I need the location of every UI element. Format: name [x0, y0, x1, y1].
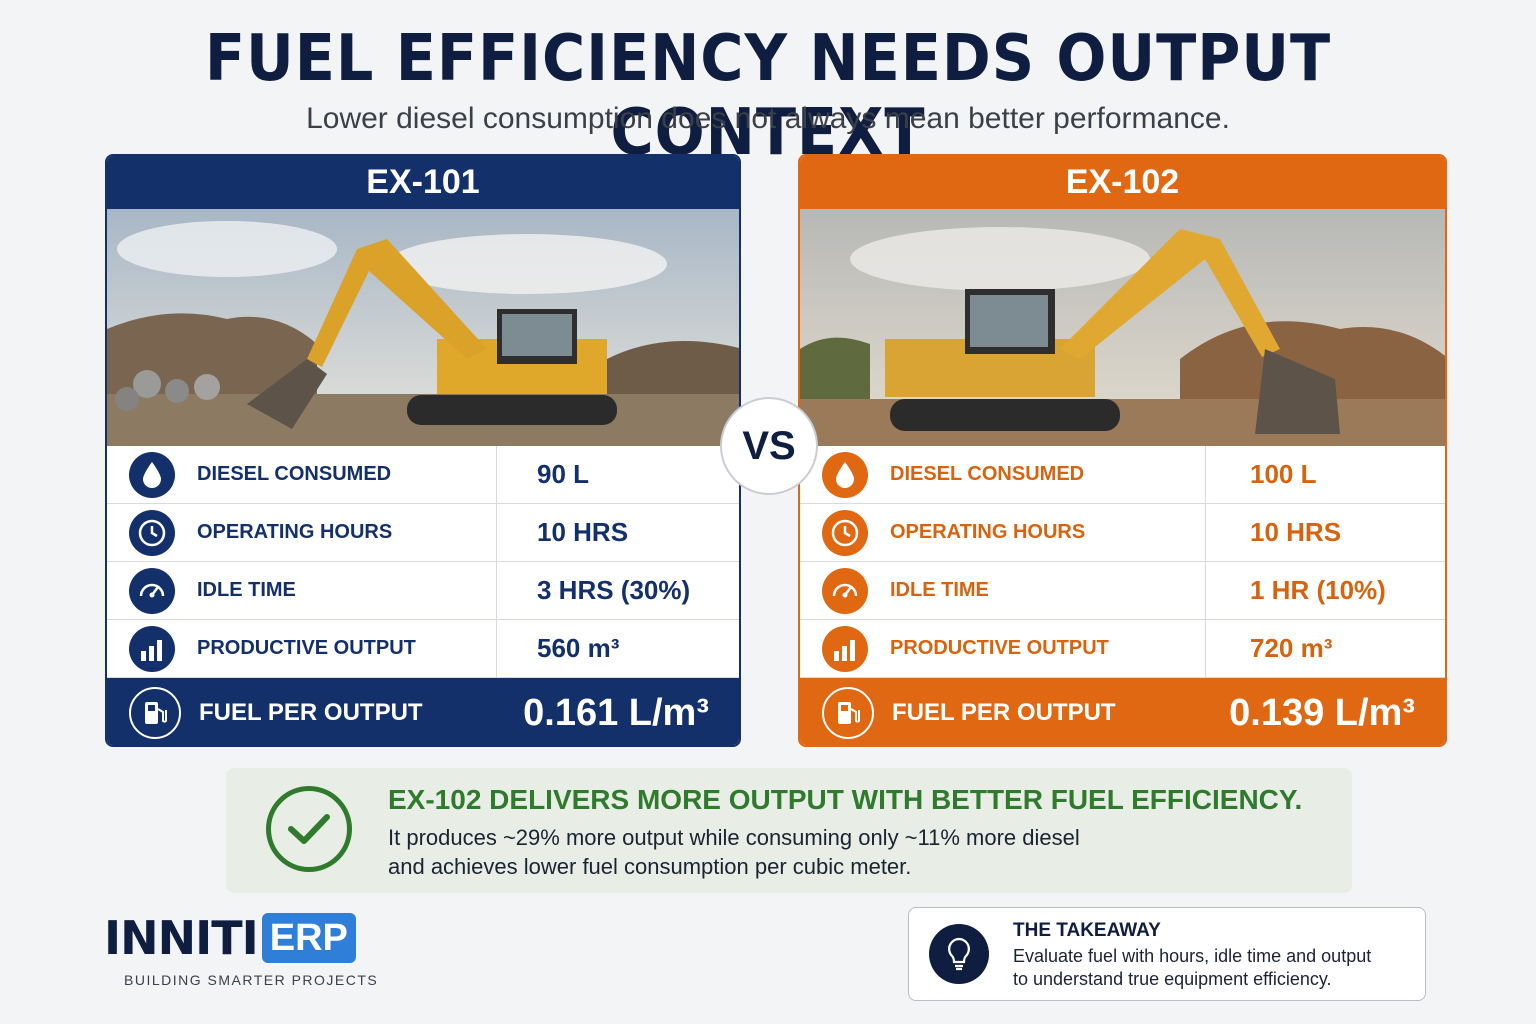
machine-card-ex101: EX-101 — [105, 154, 741, 747]
metric-value: 1 HR (10%) — [1250, 575, 1386, 605]
metric-value: 720 m³ — [1250, 633, 1333, 663]
metric-label: IDLE TIME — [197, 579, 296, 601]
metric-row-diesel: DIESEL CONSUMED 100 L — [800, 446, 1445, 504]
metric-row-output: PRODUCTIVE OUTPUT 720 m³ — [800, 620, 1445, 678]
logo-erp: ERP — [261, 913, 356, 963]
clock-icon — [129, 509, 175, 556]
fuel-per-output-bar: FUEL PER OUTPUT 0.139 L/m³ — [800, 678, 1445, 745]
takeaway-line-2: to understand true equipment efficiency. — [1013, 969, 1332, 989]
verdict-line-2: and achieves lower fuel consumption per … — [388, 854, 912, 879]
fuel-pump-icon — [129, 687, 181, 739]
metric-label: DIESEL CONSUMED — [197, 463, 392, 485]
clock-icon — [822, 509, 868, 556]
company-logo: INNITI ERP BUILDING SMARTER PROJECTS — [104, 912, 378, 988]
metric-row-hours: OPERATING HOURS 10 HRS — [107, 504, 739, 562]
footer-label: FUEL PER OUTPUT — [892, 699, 1116, 726]
check-icon — [266, 786, 352, 872]
verdict-line-1: It produces ~29% more output while consu… — [388, 825, 1080, 850]
metric-row-output: PRODUCTIVE OUTPUT 560 m³ — [107, 620, 739, 678]
bar-chart-icon — [822, 625, 868, 672]
takeaway-heading: THE TAKEAWAY — [1013, 920, 1161, 941]
bar-chart-icon — [129, 625, 175, 672]
drop-icon — [822, 451, 868, 498]
metric-row-diesel: DIESEL CONSUMED 90 L — [107, 446, 739, 504]
gauge-icon — [822, 567, 868, 614]
metric-label: PRODUCTIVE OUTPUT — [890, 637, 1109, 659]
metric-row-hours: OPERATING HOURS 10 HRS — [800, 504, 1445, 562]
metric-label: OPERATING HOURS — [890, 521, 1086, 543]
logo-tagline: BUILDING SMARTER PROJECTS — [124, 972, 379, 988]
excavator-photo — [800, 209, 1445, 446]
metric-value: 100 L — [1250, 459, 1317, 489]
metric-row-idle: IDLE TIME 3 HRS (30%) — [107, 562, 739, 620]
metric-value: 10 HRS — [537, 517, 629, 547]
metric-label: IDLE TIME — [890, 579, 989, 601]
metric-value: 560 m³ — [537, 633, 620, 663]
metric-label: DIESEL CONSUMED — [890, 463, 1085, 485]
footer-label: FUEL PER OUTPUT — [199, 699, 423, 726]
metric-row-idle: IDLE TIME 1 HR (10%) — [800, 562, 1445, 620]
metric-value: 10 HRS — [1250, 517, 1342, 547]
fuel-pump-icon — [822, 687, 874, 739]
vs-badge: VS — [720, 397, 818, 495]
footer-value: 0.161 L/m³ — [523, 691, 709, 734]
excavator-photo — [107, 209, 739, 446]
metric-value: 90 L — [537, 459, 590, 489]
fuel-per-output-bar: FUEL PER OUTPUT 0.161 L/m³ — [107, 678, 739, 745]
takeaway-box: THE TAKEAWAY Evaluate fuel with hours, i… — [908, 907, 1426, 1001]
lightbulb-icon — [929, 924, 989, 984]
drop-icon — [129, 451, 175, 498]
metric-label: OPERATING HOURS — [197, 521, 393, 543]
page-subtitle: Lower diesel consumption does not always… — [306, 102, 1230, 135]
footer-value: 0.139 L/m³ — [1229, 691, 1415, 734]
gauge-icon — [129, 567, 175, 614]
takeaway-line-1: Evaluate fuel with hours, idle time and … — [1013, 946, 1372, 966]
page-title: FUEL EFFICIENCY NEEDS OUTPUT CONTEXT — [204, 22, 1332, 170]
machine-name: EX-102 — [800, 156, 1445, 209]
verdict-headline: EX-102 DELIVERS MORE OUTPUT WITH BETTER … — [388, 784, 1303, 815]
machine-card-ex102: EX-102 — [798, 154, 1447, 747]
metric-value: 3 HRS (30%) — [537, 575, 691, 605]
logo-mark: INNITI — [104, 911, 259, 965]
machine-name: EX-101 — [107, 156, 739, 209]
verdict-box: EX-102 DELIVERS MORE OUTPUT WITH BETTER … — [226, 768, 1352, 893]
metric-label: PRODUCTIVE OUTPUT — [197, 637, 416, 659]
